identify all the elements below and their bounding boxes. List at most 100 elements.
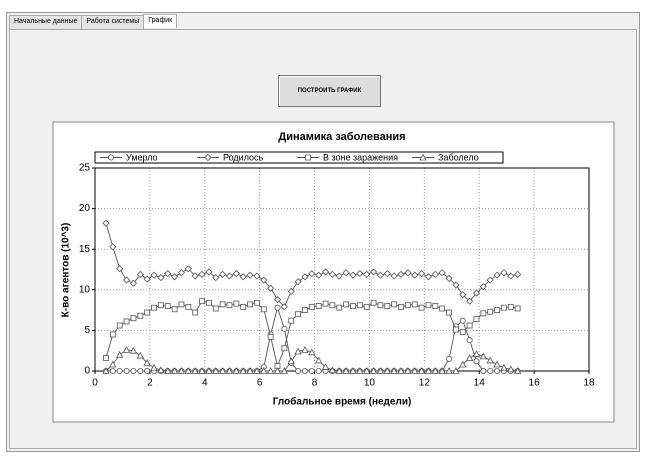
marker <box>178 301 185 308</box>
y-tick-label: 15 <box>79 244 91 255</box>
x-tick-label: 6 <box>257 378 263 389</box>
marker <box>349 367 357 374</box>
marker <box>280 303 288 311</box>
marker <box>438 367 446 374</box>
marker <box>150 271 158 279</box>
marker <box>507 303 514 310</box>
x-tick-label: 18 <box>583 378 595 389</box>
marker <box>507 365 515 373</box>
marker <box>281 325 288 332</box>
marker <box>507 272 515 280</box>
marker <box>356 367 364 374</box>
marker <box>438 269 446 277</box>
marker <box>136 270 144 278</box>
marker <box>376 271 384 279</box>
marker <box>226 302 233 309</box>
marker <box>102 219 110 227</box>
marker <box>287 357 295 365</box>
marker <box>480 367 487 374</box>
marker <box>144 309 151 316</box>
marker <box>417 367 426 374</box>
marker <box>232 367 241 374</box>
marker <box>445 274 453 282</box>
marker <box>466 337 473 344</box>
marker <box>479 352 488 360</box>
tab[interactable]: График <box>143 14 178 28</box>
marker <box>472 350 481 357</box>
marker <box>108 154 115 161</box>
marker <box>164 303 171 309</box>
marker <box>487 367 494 374</box>
marker <box>494 367 501 374</box>
marker <box>419 153 427 161</box>
marker <box>479 282 487 291</box>
marker <box>116 367 123 374</box>
marker <box>336 304 343 311</box>
marker <box>129 279 137 287</box>
build-button[interactable]: ПОСТРОИТЬ ГРАФИК <box>278 75 381 107</box>
marker <box>280 367 289 374</box>
x-tick-label: 4 <box>202 378 208 389</box>
marker <box>342 269 350 277</box>
marker <box>281 345 288 352</box>
marker <box>266 367 275 374</box>
marker <box>404 367 412 374</box>
marker <box>137 312 144 319</box>
marker <box>212 274 220 282</box>
marker <box>404 269 412 277</box>
marker <box>171 273 179 281</box>
legend-label: Родилось <box>223 152 264 162</box>
marker <box>212 367 220 374</box>
marker <box>342 367 350 374</box>
marker <box>514 270 522 278</box>
marker <box>459 291 467 299</box>
marker <box>431 367 439 374</box>
y-tick-label: 10 <box>79 284 91 295</box>
marker <box>273 295 282 304</box>
marker <box>513 367 522 374</box>
marker <box>328 270 336 278</box>
marker <box>315 271 323 279</box>
marker <box>143 275 151 283</box>
marker <box>130 367 137 374</box>
marker <box>350 303 356 309</box>
marker <box>465 354 474 361</box>
marker <box>335 272 343 280</box>
marker <box>198 270 206 278</box>
marker <box>301 367 308 374</box>
marker <box>452 326 459 333</box>
marker <box>494 307 500 314</box>
marker <box>205 299 212 306</box>
legend: Умерло Родилось В зоне заражения Заболело <box>94 151 504 164</box>
marker <box>446 355 453 362</box>
marker <box>363 303 370 310</box>
marker <box>424 367 433 374</box>
marker <box>164 269 172 278</box>
marker <box>390 272 398 280</box>
marker <box>116 350 124 358</box>
y-tick-label: 25 <box>79 163 91 174</box>
marker <box>302 307 308 314</box>
marker <box>356 302 363 309</box>
marker <box>390 367 398 374</box>
marker <box>225 272 234 280</box>
marker <box>116 265 124 273</box>
marker <box>321 268 330 276</box>
marker <box>473 316 480 322</box>
marker <box>295 367 302 374</box>
marker <box>184 265 192 273</box>
marker <box>493 271 501 279</box>
marker <box>184 367 192 374</box>
marker <box>170 367 179 374</box>
marker <box>253 367 261 374</box>
marker <box>232 269 240 278</box>
marker <box>102 367 110 374</box>
marker <box>466 297 474 305</box>
x-tick-label: 8 <box>312 378 318 389</box>
marker <box>383 269 391 278</box>
marker <box>459 360 467 368</box>
marker <box>321 363 330 370</box>
marker <box>308 269 316 278</box>
x-tick-label: 16 <box>529 378 541 389</box>
marker <box>329 302 336 309</box>
